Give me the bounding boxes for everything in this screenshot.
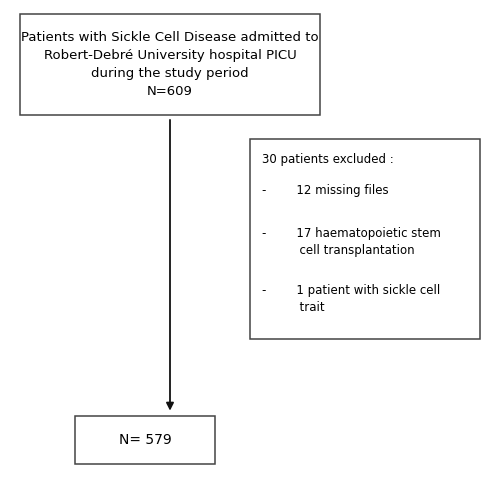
Text: N= 579: N= 579: [118, 433, 172, 447]
Text: -        1 patient with sickle cell
          trait: - 1 patient with sickle cell trait: [262, 284, 441, 315]
Text: 30 patients excluded :: 30 patients excluded :: [262, 153, 394, 166]
FancyBboxPatch shape: [250, 139, 480, 339]
FancyBboxPatch shape: [75, 416, 215, 464]
Text: -        17 haematopoietic stem
          cell transplantation: - 17 haematopoietic stem cell transplant…: [262, 227, 442, 257]
FancyBboxPatch shape: [20, 14, 320, 115]
Text: -        12 missing files: - 12 missing files: [262, 184, 389, 197]
Text: Patients with Sickle Cell Disease admitted to
Robert-Debré University hospital P: Patients with Sickle Cell Disease admitt…: [21, 31, 319, 98]
